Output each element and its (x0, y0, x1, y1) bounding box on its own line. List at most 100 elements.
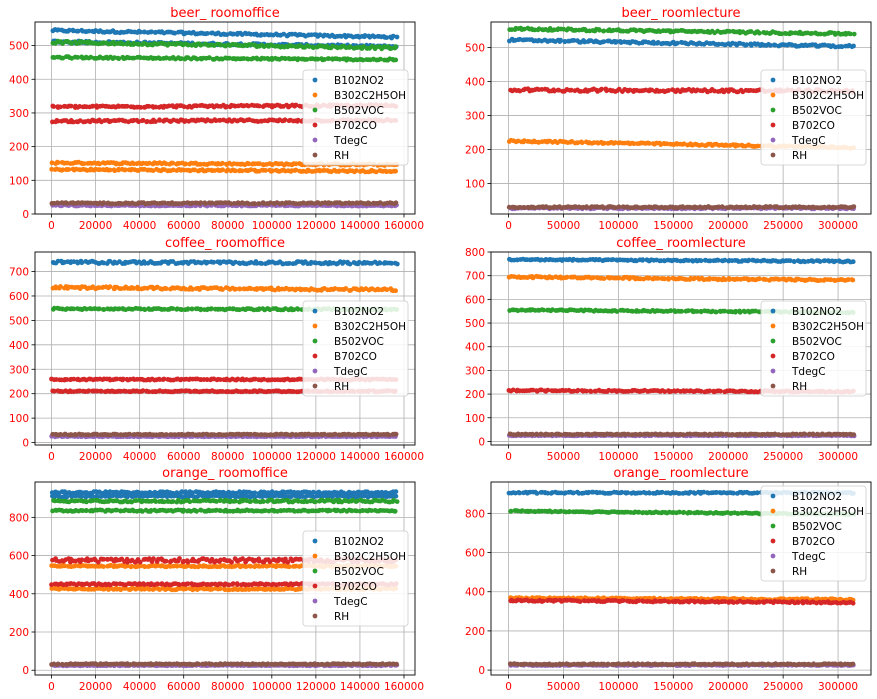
subplot-4: 0 50000 100000 150000 200000 250000 3000000100… (465, 236, 872, 463)
legend-box (760, 300, 867, 397)
data-point (584, 388, 589, 394)
data-point (68, 103, 74, 109)
data-point (394, 261, 400, 267)
data-point (668, 308, 674, 314)
legend-label: B502VOC (334, 336, 384, 348)
x-tick-label: 60000 (167, 451, 200, 463)
y-tick-label: 200 (9, 142, 29, 154)
data-point (698, 258, 704, 264)
legend-marker (312, 137, 318, 143)
data-point (179, 307, 185, 313)
data-point (58, 284, 63, 289)
data-point (850, 259, 856, 265)
data-point (851, 43, 856, 49)
data-point (822, 258, 828, 264)
data-point (64, 377, 70, 382)
subplot-5: 0 20000 40000 60000 80000 100000 120000 140000 1… (9, 466, 424, 693)
y-tick-label: 500 (9, 315, 29, 327)
data-point (767, 204, 773, 209)
data-point (315, 432, 321, 437)
y-tick-label: 700 (465, 271, 485, 283)
legend-label: RH (792, 150, 807, 162)
data-point (720, 204, 726, 210)
data-point (744, 42, 750, 48)
legend-label: RH (792, 381, 807, 393)
data-point (722, 257, 728, 263)
data-point (248, 286, 254, 292)
data-point (146, 104, 152, 109)
data-point (393, 44, 398, 50)
x-tick-label: 100000 (252, 451, 292, 463)
data-point (556, 87, 562, 93)
data-point (393, 57, 399, 63)
data-point (233, 286, 239, 292)
data-point (337, 56, 343, 62)
data-point (686, 258, 691, 263)
y-tick-label: 0 (478, 436, 485, 448)
data-point (185, 306, 191, 312)
data-point (127, 431, 132, 437)
data-point (70, 119, 76, 125)
data-point (646, 141, 652, 146)
data-point (163, 161, 169, 167)
y-tick-label: 300 (9, 108, 29, 120)
data-point (521, 26, 527, 32)
legend-box (302, 69, 409, 166)
data-point (149, 29, 155, 35)
data-point (541, 307, 546, 313)
legend-label: RH (334, 150, 349, 162)
data-point (539, 274, 544, 280)
data-point (787, 258, 793, 264)
legend-label: B502VOC (334, 105, 384, 117)
legend-marker (312, 353, 318, 359)
data-point (69, 41, 74, 46)
legend-label: B302C2H5OH (334, 321, 406, 333)
data-point (552, 88, 557, 94)
data-point (373, 169, 379, 175)
data-point (818, 31, 823, 37)
data-point (84, 490, 89, 495)
data-point (231, 31, 237, 37)
data-point (716, 41, 722, 47)
x-tick-label: 300000 (818, 220, 858, 232)
data-point (599, 86, 604, 92)
y-tick-label: 0 (22, 438, 29, 450)
y-tick-label: 800 (465, 247, 485, 259)
data-point (248, 431, 254, 437)
data-point (715, 257, 721, 263)
x-tick-label: 100000 (598, 451, 638, 463)
data-point (58, 432, 63, 437)
data-point (170, 306, 176, 311)
data-point (679, 308, 685, 314)
data-point (757, 276, 762, 282)
data-point (114, 432, 120, 437)
legend-label: B302C2H5OH (792, 321, 864, 333)
y-tick-label: 400 (9, 74, 29, 86)
data-point (97, 306, 102, 312)
data-point (737, 309, 743, 315)
data-point (791, 259, 797, 264)
data-point (248, 167, 254, 173)
x-tick-label: 160000 (384, 451, 424, 463)
data-point (90, 103, 96, 109)
series-B102NO2 (507, 36, 856, 50)
legend-marker (770, 122, 776, 128)
data-point (259, 261, 265, 266)
data-point (616, 275, 622, 281)
data-point (562, 39, 568, 44)
data-point (687, 431, 693, 437)
data-point (256, 103, 262, 109)
data-point (116, 166, 121, 172)
data-point (60, 41, 65, 46)
y-tick-label: 300 (9, 364, 29, 376)
data-point (341, 259, 347, 265)
data-point (295, 306, 301, 312)
data-point (601, 28, 607, 34)
data-point (71, 306, 76, 312)
data-point (726, 277, 732, 282)
data-point (189, 306, 195, 312)
data-point (237, 286, 243, 292)
data-point (633, 28, 639, 34)
data-point (77, 104, 83, 109)
